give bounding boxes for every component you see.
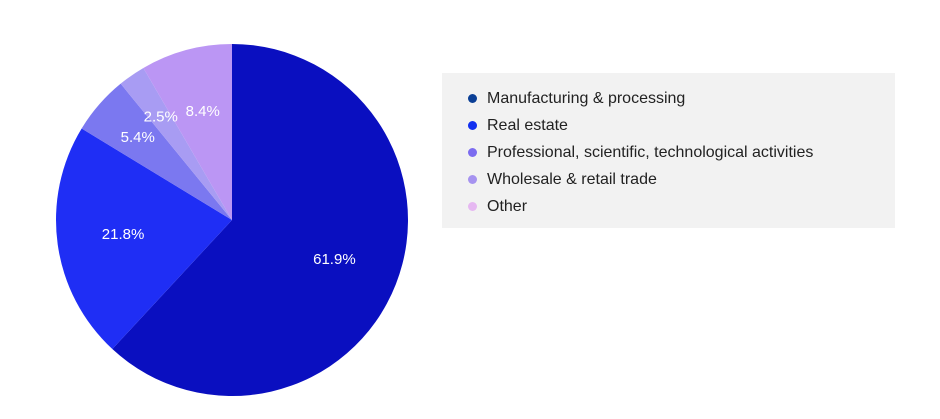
pie-slice-label: 2.5% <box>144 108 178 125</box>
legend-label: Real estate <box>487 116 568 134</box>
legend-item-real-estate[interactable]: Real estate <box>468 112 895 139</box>
pie-slice <box>81 83 232 220</box>
pie-slice-label: 21.8% <box>102 226 145 243</box>
legend-item-manufacturing[interactable]: Manufacturing & processing <box>468 85 895 112</box>
pie-slice <box>55 128 232 350</box>
legend-item-other[interactable]: Other <box>468 193 895 220</box>
legend-label: Professional, scientific, technological … <box>487 143 814 161</box>
legend-marker <box>468 148 477 157</box>
legend-label: Other <box>487 197 528 215</box>
pie-slices <box>55 44 408 396</box>
pie-slice-label: 61.9% <box>313 251 356 268</box>
legend-marker <box>468 94 477 103</box>
pie-slice <box>143 44 232 220</box>
legend-marker <box>468 121 477 130</box>
pie-slice <box>112 44 408 396</box>
pie-slice-label: 8.4% <box>186 103 220 120</box>
pie-slice-label: 5.4% <box>121 129 155 146</box>
pie-slice-labels: 61.9% 21.8% 5.4% 2.5% 8.4% <box>102 103 356 268</box>
legend-marker <box>468 175 477 184</box>
legend-marker <box>468 202 477 211</box>
pie-slice <box>120 67 232 220</box>
legend-label: Wholesale & retail trade <box>487 170 657 188</box>
legend-item-wholesale[interactable]: Wholesale & retail trade <box>468 166 895 193</box>
legend: Manufacturing & processing Real estate P… <box>442 73 895 228</box>
legend-label: Manufacturing & processing <box>487 89 686 107</box>
legend-item-professional[interactable]: Professional, scientific, technological … <box>468 139 895 166</box>
